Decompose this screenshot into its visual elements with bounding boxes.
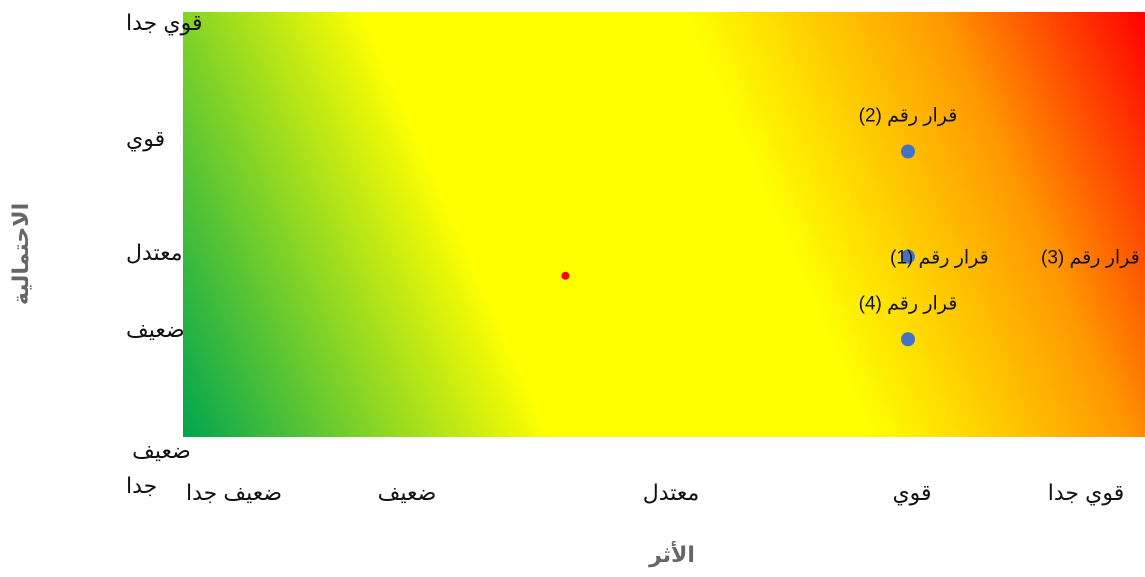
y-axis-ticks: قوي جدا قوي معتدل ضعيف ضعيف جدا [126, 10, 202, 498]
data-point-decision-1-3 [901, 249, 915, 264]
point-labels: قرار رقم (2) قرار رقم (1) قرار رقم (3) ق… [859, 106, 1140, 315]
x-tick-label: قوي جدا [1048, 480, 1124, 505]
x-tick-label: ضعيف جدا [186, 480, 282, 505]
plot-background [183, 12, 1145, 437]
x-axis-ticks: ضعيف جدا ضعيف معتدل قوي قوي جدا [186, 480, 1124, 505]
x-tick-label: قوي [892, 480, 931, 505]
data-points [561, 144, 915, 347]
data-point-decision-2 [901, 144, 915, 159]
point-label-decision-2: قرار رقم (2) [859, 106, 958, 127]
point-label-decision-4: قرار رقم (4) [859, 293, 958, 314]
x-tick-label: ضعيف [378, 480, 437, 505]
x-tick-label: معتدل [643, 480, 700, 505]
point-label-decision-1: قرار رقم (1) [890, 248, 989, 269]
x-axis-title: الأثر [648, 540, 695, 568]
y-tick-label: قوي [126, 126, 165, 151]
data-point-decision-4 [901, 332, 915, 347]
y-tick-label: قوي جدا [126, 10, 202, 35]
y-tick-label: ضعيف [126, 317, 185, 342]
y-axis-title: الاحتمالية [8, 203, 33, 305]
y-tick-label: ضعيف جدا [126, 438, 191, 498]
data-point-marker [561, 271, 570, 280]
y-tick-label: معتدل [126, 240, 183, 265]
y-tick-label-line2: جدا [126, 473, 157, 498]
point-label-decision-3: قرار رقم (3) [1041, 248, 1140, 269]
y-tick-label-line1: ضعيف [132, 438, 191, 463]
